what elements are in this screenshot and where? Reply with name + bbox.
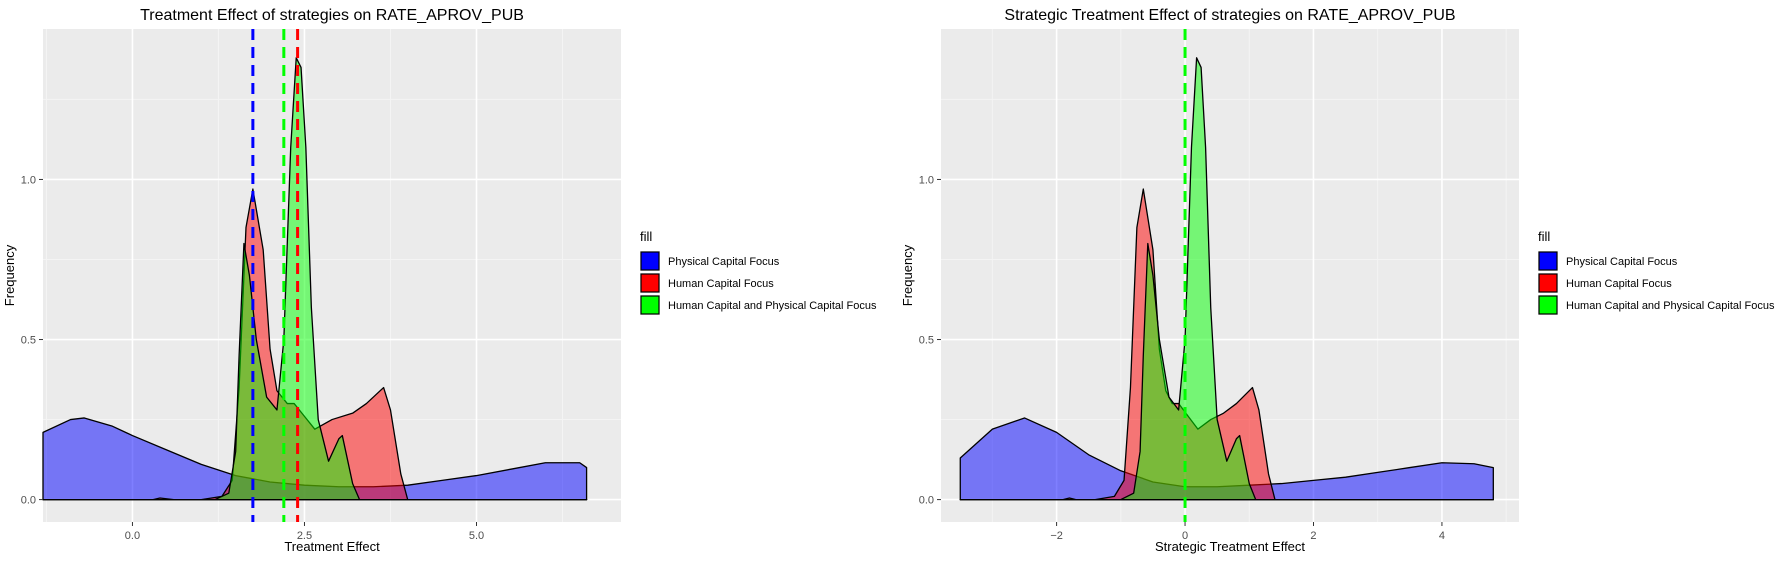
x-tick-label: 0.0 bbox=[125, 530, 140, 542]
legend-item: Human Capital and Physical Capital Focus bbox=[640, 295, 877, 315]
legend-title: fill bbox=[1538, 229, 1550, 244]
legend-key-swatch bbox=[640, 273, 660, 293]
legend-title: fill bbox=[640, 229, 652, 244]
chart-title: Treatment Effect of strategies on RATE_A… bbox=[140, 7, 524, 24]
legend-label: Human Capital and Physical Capital Focus bbox=[1566, 300, 1775, 312]
y-tick-label: 0.0 bbox=[919, 495, 934, 507]
legend-item: Human Capital and Physical Capital Focus bbox=[1538, 295, 1775, 315]
y-tick-label: 0.5 bbox=[21, 335, 36, 347]
y-tick-label: 0.0 bbox=[21, 495, 36, 507]
legend-key-swatch bbox=[640, 295, 660, 315]
x-tick-label: 5.0 bbox=[469, 530, 484, 542]
legend-key-swatch bbox=[1538, 273, 1558, 293]
legend-item: Human Capital Focus bbox=[1538, 273, 1672, 293]
x-axis-label: Treatment Effect bbox=[284, 539, 380, 554]
legend: fill Physical Capital Focus Human Capital … bbox=[1538, 229, 1775, 315]
y-tick-label: 1.0 bbox=[919, 174, 934, 186]
x-tick-label: −2 bbox=[1050, 530, 1063, 542]
y-tick-label: 0.5 bbox=[919, 335, 934, 347]
x-tick-label: 0 bbox=[1182, 530, 1188, 542]
legend-item: Physical Capital Focus bbox=[1538, 251, 1678, 271]
legend-key-swatch bbox=[1538, 295, 1558, 315]
y-axis-label: Frequency bbox=[900, 244, 915, 306]
x-tick-label: 4 bbox=[1439, 530, 1445, 542]
y-axis-label: Frequency bbox=[2, 244, 17, 306]
legend-key-swatch bbox=[640, 251, 660, 271]
legend-item: Human Capital Focus bbox=[640, 273, 774, 293]
x-axis-label: Strategic Treatment Effect bbox=[1155, 539, 1305, 554]
legend-key-swatch bbox=[1538, 251, 1558, 271]
legend: fill Physical Capital Focus Human Capital … bbox=[640, 229, 877, 315]
density-area-3 bbox=[959, 57, 1494, 501]
chart-right: −2 0 2 4 0.0 0.5 1.0 Strategic Treatment Effect… bbox=[900, 7, 1775, 554]
legend-label: Human Capital and Physical Capital Focus bbox=[668, 300, 877, 312]
legend-item: Physical Capital Focus bbox=[640, 251, 780, 271]
legend-label: Human Capital Focus bbox=[668, 278, 774, 290]
y-tick-label: 1.0 bbox=[21, 174, 36, 186]
chart-left: 0.0 2.5 5.0 0.0 0.5 1.0 Treatment Effect of st… bbox=[2, 7, 877, 554]
legend-label: Human Capital Focus bbox=[1566, 278, 1672, 290]
chart-title: Strategic Treatment Effect of strategies… bbox=[1004, 7, 1455, 24]
legend-label: Physical Capital Focus bbox=[1566, 256, 1678, 268]
legend-label: Physical Capital Focus bbox=[668, 256, 780, 268]
x-tick-label: 2.5 bbox=[297, 530, 312, 542]
x-tick-label: 2 bbox=[1310, 530, 1316, 542]
